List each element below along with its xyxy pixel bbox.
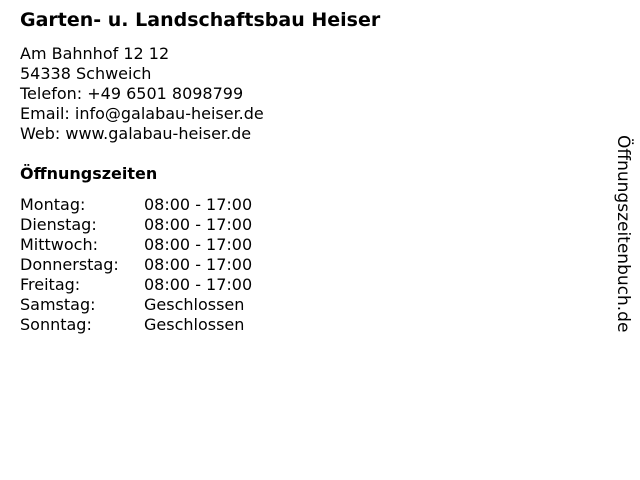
day: Mittwoch: xyxy=(20,235,98,254)
time: Geschlossen xyxy=(144,295,245,314)
hours-row: Mittwoch: 08:00 - 17:00 xyxy=(18,235,254,255)
hours-heading: Öffnungszeiten xyxy=(20,164,158,183)
hours-table: Montag: 08:00 - 17:00 Dienstag: 08:00 - 17:… xyxy=(18,195,254,335)
business-name: Garten- u. Landschaftsbau Heiser xyxy=(20,9,381,31)
address-block: Am Bahnhof 12 12 54338 Schweich Telefon:… xyxy=(20,44,264,144)
time: Geschlossen xyxy=(144,315,245,334)
day: Samstag: xyxy=(20,295,96,314)
watermark: Öffnungszeitenbuch.de xyxy=(613,135,633,333)
hours-row: Montag: 08:00 - 17:00 xyxy=(18,195,254,215)
day: Sonntag: xyxy=(20,315,92,334)
time: 08:00 - 17:00 xyxy=(144,215,253,234)
day: Donnerstag: xyxy=(20,255,119,274)
phone: Telefon: +49 6501 8098799 xyxy=(20,84,244,103)
city: 54338 Schweich xyxy=(20,64,152,83)
day: Dienstag: xyxy=(20,215,97,234)
time: 08:00 - 17:00 xyxy=(144,255,253,274)
time: 08:00 - 17:00 xyxy=(144,275,253,294)
day: Freitag: xyxy=(20,275,81,294)
hours-row: Donnerstag: 08:00 - 17:00 xyxy=(18,255,254,275)
hours-row: Sonntag: Geschlossen xyxy=(18,315,254,335)
day: Montag: xyxy=(20,195,86,214)
time: 08:00 - 17:00 xyxy=(144,235,253,254)
street: Am Bahnhof 12 12 xyxy=(20,44,170,63)
hours-row: Samstag: Geschlossen xyxy=(18,295,254,315)
hours-row: Dienstag: 08:00 - 17:00 xyxy=(18,215,254,235)
email: Email: info@galabau-heiser.de xyxy=(20,104,264,123)
hours-row: Freitag: 08:00 - 17:00 xyxy=(18,275,254,295)
time: 08:00 - 17:00 xyxy=(144,195,253,214)
website: Web: www.galabau-heiser.de xyxy=(20,124,252,143)
